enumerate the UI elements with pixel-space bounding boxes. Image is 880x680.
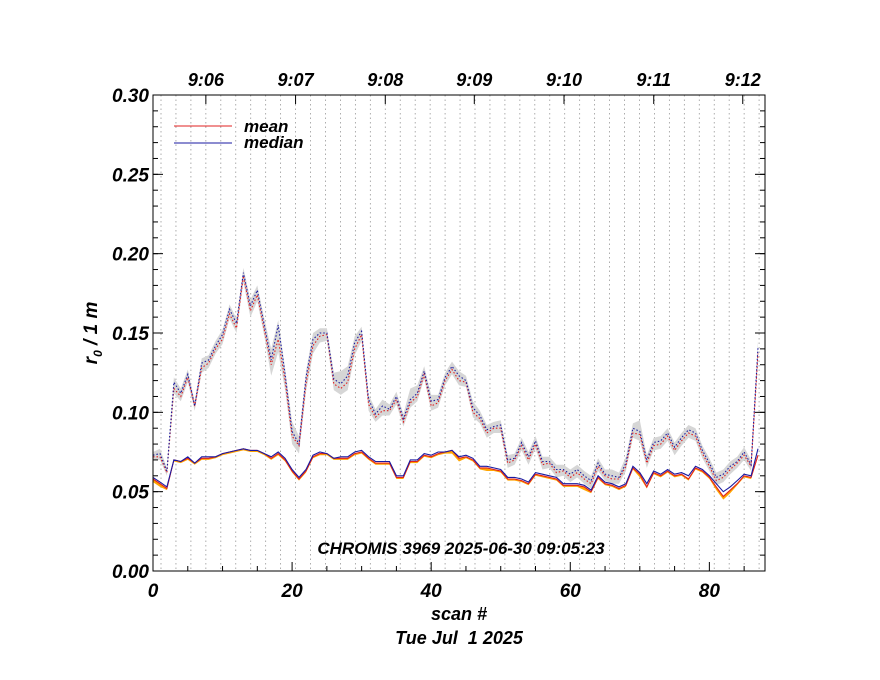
y-axis-label-sub: 0 bbox=[91, 350, 105, 357]
y-axis-label-suffix: / 1 m bbox=[81, 302, 102, 351]
y-tick-label-4: 0.20 bbox=[112, 245, 149, 266]
series-lines bbox=[152, 272, 759, 498]
legend: mean median bbox=[174, 117, 304, 152]
x-axis-date: Tue Jul 1 2025 bbox=[395, 628, 524, 648]
y-axis-label: r0 / 1 m bbox=[81, 302, 105, 365]
tick-labels: 0 20 40 60 80 0.00 0.05 0.10 0.15 0.20 0.25 0.30 9:0… bbox=[112, 70, 761, 602]
chart-title: CHROMIS 3969 2025-06-30 09:05:23 bbox=[317, 539, 605, 558]
x-tick-label-0: 0 bbox=[148, 581, 159, 602]
time-tick-label-1: 9:07 bbox=[278, 70, 315, 90]
x-tick-label-2: 40 bbox=[420, 581, 443, 602]
time-tick-label-2: 9:08 bbox=[367, 70, 403, 90]
time-tick-label-4: 9:10 bbox=[546, 70, 582, 90]
y-tick-label-2: 0.10 bbox=[112, 403, 149, 424]
legend-median-label: median bbox=[244, 133, 304, 152]
legend-mean-label: mean bbox=[244, 117, 288, 136]
series-line-2 bbox=[153, 275, 759, 485]
x-tick-label-4: 80 bbox=[699, 581, 721, 602]
series-line-1 bbox=[152, 448, 759, 493]
x-axis-label: scan # bbox=[431, 604, 487, 624]
time-tick-label-3: 9:09 bbox=[456, 70, 492, 90]
y-tick-label-3: 0.15 bbox=[112, 324, 149, 345]
x-tick-label-1: 20 bbox=[281, 581, 304, 602]
x-tick-label-3: 60 bbox=[560, 581, 582, 602]
y-axis-label-r: r bbox=[81, 355, 102, 364]
spread-band-1 bbox=[153, 267, 758, 489]
time-tick-label-0: 9:06 bbox=[188, 70, 225, 90]
series-line-3 bbox=[152, 272, 759, 482]
y-tick-label-1: 0.05 bbox=[112, 483, 149, 504]
y-tick-label-5: 0.25 bbox=[112, 165, 149, 186]
spread-bands bbox=[153, 267, 758, 500]
time-tick-label-5: 9:11 bbox=[636, 70, 671, 90]
y-tick-label-0: 0.00 bbox=[112, 562, 149, 583]
time-tick-label-6: 9:12 bbox=[725, 70, 761, 90]
axis-ticks bbox=[152, 94, 765, 572]
y-tick-label-6: 0.30 bbox=[112, 86, 149, 107]
